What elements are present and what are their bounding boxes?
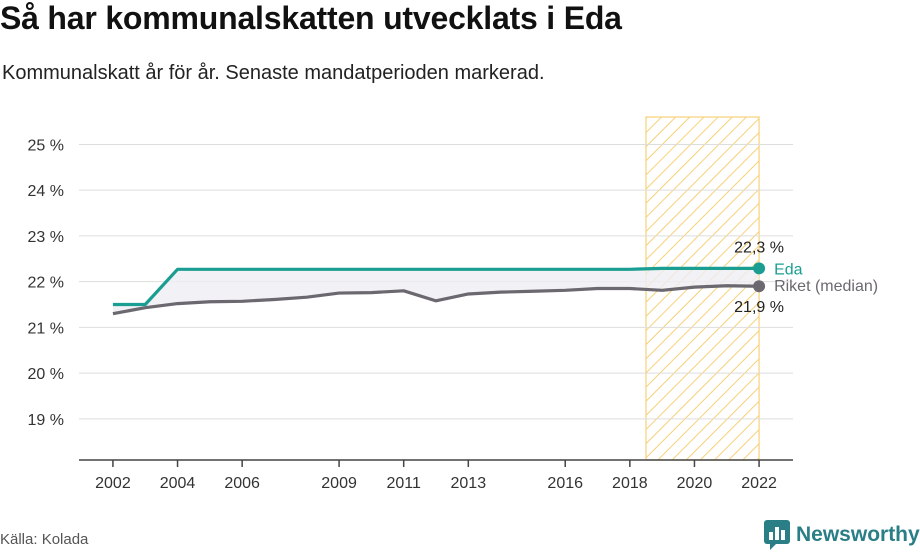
x-tick-label: 2006 xyxy=(224,475,260,492)
x-tick-label: 2018 xyxy=(612,475,648,492)
end-marker-eda xyxy=(753,262,766,275)
source-note: Källa: Kolada xyxy=(0,531,89,548)
x-tick-label: 2020 xyxy=(677,475,713,492)
chart-title: Så har kommunalskatten utvecklats i Eda xyxy=(0,0,622,36)
y-tick-label: 20 % xyxy=(28,366,64,383)
y-tick-label: 19 % xyxy=(28,412,64,429)
series-label-eda: Eda xyxy=(774,261,803,278)
x-tick-label: 2009 xyxy=(321,475,357,492)
series-line-eda xyxy=(112,266,760,307)
series-label-riket: Riket (median) xyxy=(774,278,878,295)
brand-name: Newsworthy xyxy=(796,523,920,546)
y-tick-label: 24 % xyxy=(28,183,64,200)
value-label-riket: 21,9 % xyxy=(734,299,784,316)
brand-logo: Newsworthy xyxy=(764,520,920,550)
x-tick-label: 2022 xyxy=(741,475,777,492)
x-tick-label: 2002 xyxy=(95,475,131,492)
value-label-eda: 22,3 % xyxy=(734,239,784,256)
end-marker-riket xyxy=(753,280,766,293)
newsworthy-logo-icon xyxy=(764,520,790,550)
x-tick-label: 2016 xyxy=(547,475,583,492)
series-line-riket xyxy=(112,284,760,316)
x-tick-label: 2004 xyxy=(160,475,196,492)
y-tick-label: 25 % xyxy=(28,137,64,154)
difference-area xyxy=(112,268,760,314)
x-tick-label: 2011 xyxy=(386,475,421,492)
y-tick-label: 23 % xyxy=(28,229,64,246)
chart-subtitle: Kommunalskatt år för år. Senaste mandatp… xyxy=(2,62,545,84)
y-tick-label: 22 % xyxy=(28,275,64,292)
y-tick-label: 21 % xyxy=(28,320,64,337)
x-tick-label: 2013 xyxy=(451,475,487,492)
